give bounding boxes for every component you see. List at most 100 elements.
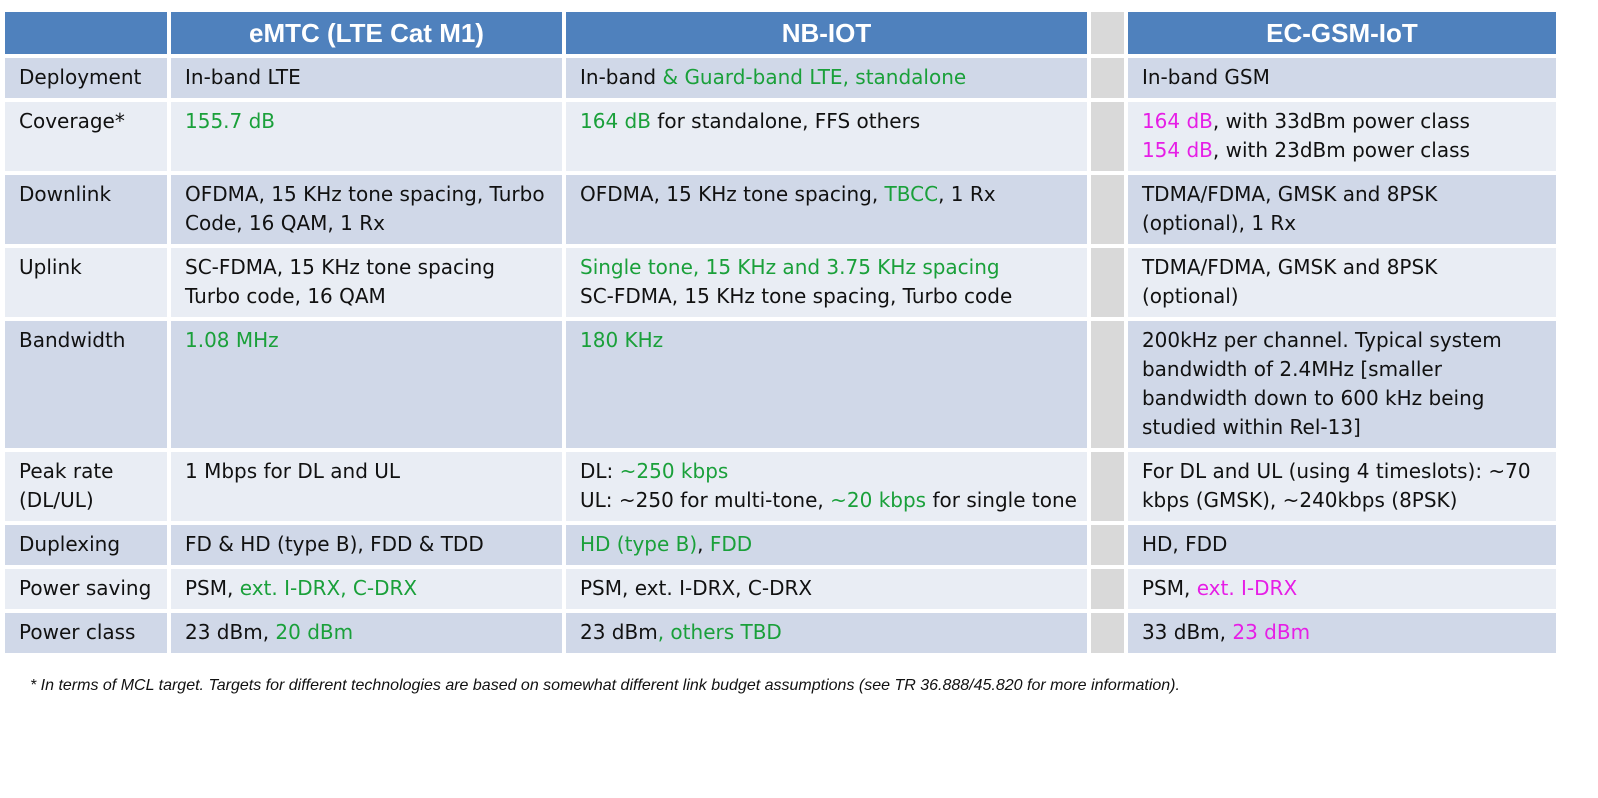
cell-line: OFDMA, 15 KHz tone spacing, Turbo bbox=[185, 180, 552, 209]
cell-text: 23 dBm, bbox=[185, 620, 276, 644]
cell-line: SC-FDMA, 15 KHz tone spacing bbox=[185, 253, 552, 282]
separator-cell bbox=[1090, 452, 1124, 521]
cell-line: PSM, ext. I-DRX, C-DRX bbox=[185, 574, 552, 603]
cell-text: , 1 Rx bbox=[938, 182, 996, 206]
cell-nbiot: 23 dBm, others TBD bbox=[566, 613, 1087, 653]
cell-line: 23 dBm, others TBD bbox=[580, 618, 1077, 647]
cell-text: PSM, ext. I-DRX, C-DRX bbox=[580, 576, 813, 600]
cell-text: , with 23dBm power class bbox=[1212, 138, 1470, 162]
table-row: Uplink SC-FDMA, 15 KHz tone spacing Turbo … bbox=[5, 248, 1556, 317]
cell-text: for standalone, FFS others bbox=[650, 109, 921, 133]
header-corner bbox=[5, 12, 167, 54]
cell-text: TDMA/FDMA, GMSK and 8PSK bbox=[1141, 182, 1438, 206]
row-label-line: Downlink bbox=[19, 182, 112, 206]
cell-line: OFDMA, 15 KHz tone spacing, TBCC, 1 Rx bbox=[580, 180, 1077, 209]
cell-line: studied within Rel-13] bbox=[1142, 413, 1546, 442]
separator-cell bbox=[1090, 102, 1124, 171]
highlighted-text: 154 dB bbox=[1141, 138, 1213, 162]
cell-ecgsm: HD, FDD bbox=[1127, 525, 1556, 565]
row-label-line: Power saving bbox=[19, 576, 152, 600]
cell-ecgsm: PSM, ext. I-DRX bbox=[1127, 569, 1556, 609]
cell-line: In-band GSM bbox=[1142, 63, 1546, 92]
highlighted-text: ~20 kbps bbox=[830, 488, 927, 512]
separator-cell bbox=[1090, 248, 1124, 317]
cell-text: In-band GSM bbox=[1141, 65, 1270, 89]
cell-text: Turbo code, 16 QAM bbox=[185, 284, 386, 308]
row-label-line: Deployment bbox=[19, 65, 142, 89]
cell-line: 200kHz per channel. Typical system bbox=[1142, 326, 1546, 355]
cell-ecgsm: 200kHz per channel. Typical system bandwi… bbox=[1127, 321, 1556, 448]
cell-emtc: 1.08 MHz bbox=[171, 321, 562, 448]
separator-cell bbox=[1090, 321, 1124, 448]
highlighted-text: ~250 kbps bbox=[619, 459, 729, 483]
table-row: Power saving PSM, ext. I-DRX, C-DRX PSM, e… bbox=[5, 569, 1556, 609]
cell-text: (optional) bbox=[1141, 284, 1239, 308]
row-label-line: Coverage* bbox=[19, 109, 125, 133]
cell-line: DL: ~250 kbps bbox=[580, 457, 1077, 486]
separator-cell bbox=[1090, 613, 1124, 653]
cell-line: (optional) bbox=[1142, 282, 1546, 311]
row-label: Downlink bbox=[5, 175, 167, 244]
row-label-line: Bandwidth bbox=[19, 328, 126, 352]
technology-comparison-table: eMTC (LTE Cat M1) NB-IOT EC-GSM-IoT Depl… bbox=[1, 8, 1560, 657]
cell-nbiot: PSM, ext. I-DRX, C-DRX bbox=[566, 569, 1087, 609]
cell-line: 164 dB, with 33dBm power class bbox=[1142, 107, 1546, 136]
cell-text: , with 33dBm power class bbox=[1212, 109, 1470, 133]
highlighted-text: 1.08 MHz bbox=[185, 328, 279, 352]
row-label-line: Duplexing bbox=[19, 532, 121, 556]
cell-line: (optional), 1 Rx bbox=[1142, 209, 1546, 238]
highlighted-text: TBCC bbox=[884, 182, 939, 206]
cell-line: In-band LTE bbox=[185, 63, 552, 92]
cell-text: 33 dBm, bbox=[1141, 620, 1233, 644]
cell-line: In-band & Guard-band LTE, standalone bbox=[580, 63, 1077, 92]
row-label-line: (DL/UL) bbox=[19, 488, 94, 512]
cell-line: Code, 16 QAM, 1 Rx bbox=[185, 209, 552, 238]
cell-line: 164 dB for standalone, FFS others bbox=[580, 107, 1077, 136]
cell-emtc: PSM, ext. I-DRX, C-DRX bbox=[171, 569, 562, 609]
row-label: Bandwidth bbox=[5, 321, 167, 448]
cell-ecgsm: TDMA/FDMA, GMSK and 8PSK (optional) bbox=[1127, 248, 1556, 317]
header-row: eMTC (LTE Cat M1) NB-IOT EC-GSM-IoT bbox=[5, 12, 1556, 54]
cell-text: PSM, bbox=[1141, 576, 1197, 600]
table-body: Deployment In-band LTE In-band & Guard-ban… bbox=[5, 58, 1556, 653]
cell-text: UL: ~250 for multi-tone, bbox=[580, 488, 831, 512]
cell-text: OFDMA, 15 KHz tone spacing, bbox=[580, 182, 885, 206]
cell-line: 180 KHz bbox=[580, 326, 1077, 355]
highlighted-text: Single tone, 15 KHz and 3.75 KHz spacing bbox=[580, 255, 1000, 279]
row-label: Power saving bbox=[5, 569, 167, 609]
cell-text: In-band LTE bbox=[185, 65, 301, 89]
table-row: Bandwidth 1.08 MHz 180 KHz 200kHz per chann… bbox=[5, 321, 1556, 448]
cell-line: TDMA/FDMA, GMSK and 8PSK bbox=[1142, 253, 1546, 282]
table-row: Deployment In-band LTE In-band & Guard-ban… bbox=[5, 58, 1556, 98]
cell-line: Turbo code, 16 QAM bbox=[185, 282, 552, 311]
highlighted-text: HD (type B) bbox=[580, 532, 698, 556]
cell-line: SC-FDMA, 15 KHz tone spacing, Turbo code bbox=[580, 282, 1077, 311]
row-label: Duplexing bbox=[5, 525, 167, 565]
highlighted-text: 164 dB bbox=[1141, 109, 1213, 133]
cell-emtc: FD & HD (type B), FDD & TDD bbox=[171, 525, 562, 565]
cell-ecgsm: 33 dBm, 23 dBm bbox=[1127, 613, 1556, 653]
highlighted-text: ext. I-DRX, C-DRX bbox=[239, 576, 418, 600]
cell-emtc: OFDMA, 15 KHz tone spacing, Turbo Code, 1… bbox=[171, 175, 562, 244]
header-nbiot: NB-IOT bbox=[566, 12, 1087, 54]
table-row: Duplexing FD & HD (type B), FDD & TDD HD (… bbox=[5, 525, 1556, 565]
row-label: Peak rate (DL/UL) bbox=[5, 452, 167, 521]
cell-text: 1 Mbps for DL and UL bbox=[185, 459, 401, 483]
cell-text: Code, 16 QAM, 1 Rx bbox=[185, 211, 385, 235]
header-ecgsm: EC-GSM-IoT bbox=[1127, 12, 1556, 54]
cell-line: HD (type B), FDD bbox=[580, 530, 1077, 559]
cell-text: for single tone bbox=[926, 488, 1077, 512]
cell-ecgsm: TDMA/FDMA, GMSK and 8PSK (optional), 1 Rx bbox=[1127, 175, 1556, 244]
highlighted-text: ext. I-DRX bbox=[1196, 576, 1298, 600]
table-row: Coverage* 155.7 dB 164 dB for standalone, … bbox=[5, 102, 1556, 171]
cell-ecgsm: For DL and UL (using 4 timeslots): ~70 kb… bbox=[1127, 452, 1556, 521]
separator-cell bbox=[1090, 175, 1124, 244]
cell-nbiot: OFDMA, 15 KHz tone spacing, TBCC, 1 Rx bbox=[566, 175, 1087, 244]
row-label: Deployment bbox=[5, 58, 167, 98]
cell-line: 1 Mbps for DL and UL bbox=[185, 457, 552, 486]
table-row: Power class 23 dBm, 20 dBm 23 dBm, others … bbox=[5, 613, 1556, 653]
cell-text: (optional), 1 Rx bbox=[1141, 211, 1297, 235]
cell-text: studied within Rel-13] bbox=[1141, 415, 1361, 439]
highlighted-text: FDD bbox=[709, 532, 753, 556]
row-label: Uplink bbox=[5, 248, 167, 317]
